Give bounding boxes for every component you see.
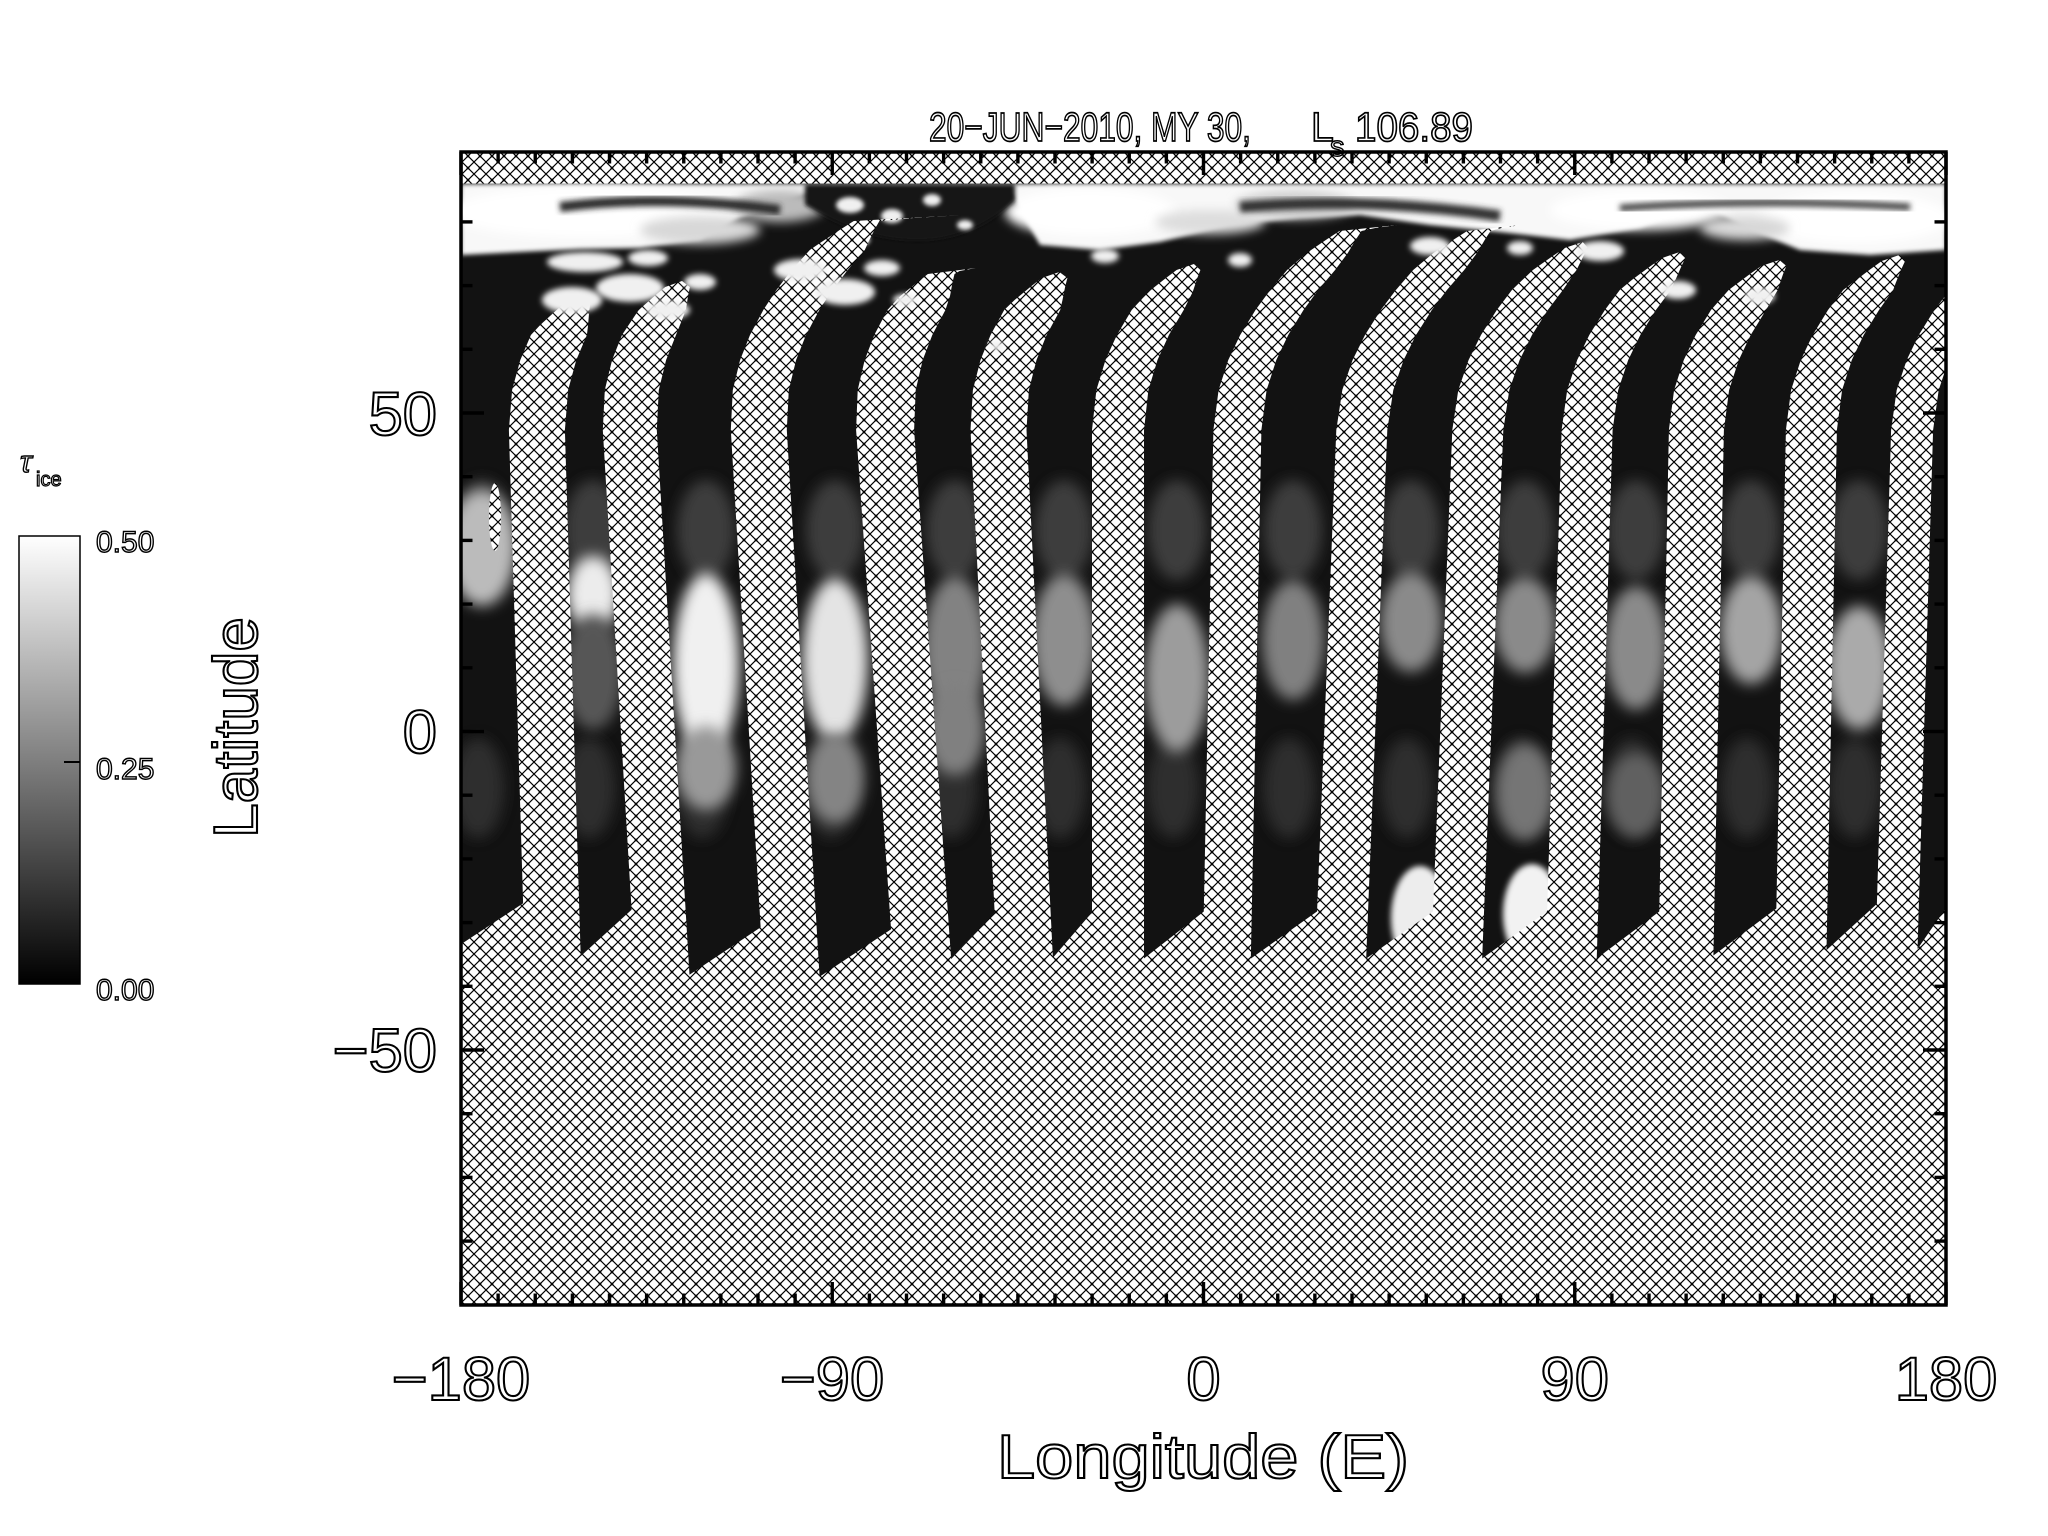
svg-text:90: 90 [1541, 1345, 1609, 1414]
svg-text:0: 0 [403, 698, 437, 767]
svg-text:20−JUN−2010, MY 30,: 20−JUN−2010, MY 30, [929, 104, 1251, 150]
svg-text:0.00: 0.00 [96, 974, 154, 1007]
svg-text:τ: τ [20, 444, 34, 479]
svg-text:ice: ice [36, 469, 62, 491]
svg-text:0.50: 0.50 [96, 526, 154, 559]
svg-text:−180: −180 [392, 1345, 531, 1414]
svg-text:−50: −50 [333, 1017, 437, 1086]
svg-text:−90: −90 [780, 1345, 884, 1414]
svg-text:Longitude (E): Longitude (E) [997, 1423, 1409, 1492]
svg-text:0.25: 0.25 [96, 753, 154, 786]
svg-text:180: 180 [1895, 1345, 1998, 1414]
svg-text:Latitude: Latitude [202, 617, 271, 838]
svg-text:L: L [1311, 104, 1334, 150]
svg-text:50: 50 [369, 380, 437, 449]
svg-text:106.89: 106.89 [1355, 104, 1473, 150]
svg-text:0: 0 [1186, 1345, 1220, 1414]
svg-text:s: s [1330, 131, 1345, 163]
